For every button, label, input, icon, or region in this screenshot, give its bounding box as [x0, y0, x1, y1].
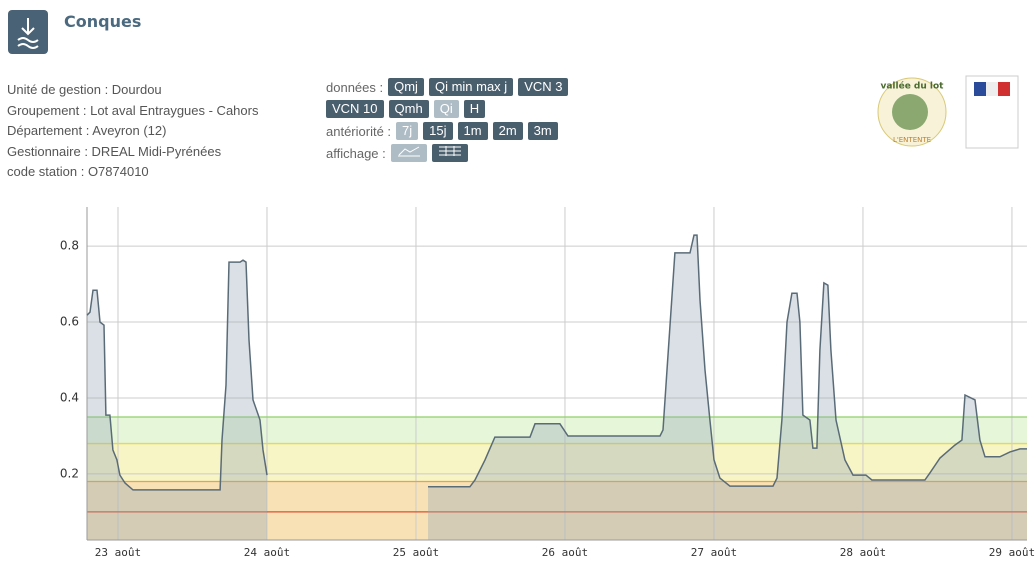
info-line: Groupement : Lot aval Entraygues - Cahor… [7, 102, 259, 118]
info-line: Gestionnaire : DREAL Midi-Pyrénées [7, 143, 222, 159]
control-button[interactable]: VCN 10 [326, 100, 384, 118]
y-tick-label: 0.6 [60, 315, 79, 329]
logo-flag [986, 82, 998, 96]
control-label: antériorité : [326, 123, 392, 139]
control-button[interactable]: 15j [423, 122, 453, 140]
y-tick-label: 0.4 [60, 390, 79, 404]
x-tick-label: 28 août [840, 546, 886, 559]
info-line: code station : O7874010 [7, 164, 149, 179]
logo-flag [998, 82, 1010, 96]
logo-flag [974, 82, 986, 96]
threshold-band [87, 416, 1027, 444]
x-tick-label: 26 août [542, 546, 588, 559]
control-button[interactable]: H [463, 100, 486, 118]
logo-text: vallée du lot [880, 81, 944, 92]
icon-glyph [397, 146, 420, 157]
controls: données : Qmj Qi min max j VCN 3 VCN 10 Qmh Qi… [326, 78, 626, 166]
x-tick-label: 25 août [393, 546, 439, 559]
control-row: antériorité :7j 15j 1m 2m 3m [326, 122, 626, 140]
x-tick-label: 24 août [244, 546, 290, 559]
control-button[interactable] [390, 144, 427, 162]
flow-area [87, 235, 1027, 540]
control-button[interactable]: Qmh [388, 100, 429, 118]
line-icon [397, 146, 420, 157]
y-tick-label: 0.8 [60, 239, 79, 253]
threshold-band [87, 443, 1027, 482]
x-tick-label: 27 août [691, 546, 737, 559]
flow-line [86, 234, 1027, 491]
info-line: Département : Aveyron (12) [7, 123, 167, 138]
station-info: Unité de gestion : Dourdou Groupement : L… [7, 80, 258, 183]
control-button[interactable]: Qi min max j [428, 78, 514, 96]
station-icon-glyph [17, 18, 39, 49]
control-button[interactable]: Qmj [388, 78, 424, 96]
table-icon [438, 146, 461, 156]
control-button[interactable]: 3m [527, 122, 558, 140]
control-label: affichage : [326, 145, 386, 161]
x-tick-label: 29 août [989, 546, 1035, 559]
control-button[interactable]: 1m [457, 122, 488, 140]
control-row: affichage : [326, 144, 626, 162]
x-tick-label: 23 août [95, 546, 141, 559]
icon-glyph [438, 146, 461, 156]
y-tick-label: 0.2 [60, 466, 79, 480]
logo-lot-mark [892, 94, 928, 130]
control-row: données : Qmj Qi min max j VCN 3 VCN 10 Qmh Qi… [326, 78, 626, 118]
control-button[interactable]: 2m [492, 122, 523, 140]
info-line: Unité de gestion : Dourdou [7, 82, 162, 97]
station-title: Conques [64, 12, 142, 31]
control-button[interactable]: 7j [396, 122, 419, 140]
control-button[interactable] [431, 144, 468, 162]
logo-text: L'ENTENTE [893, 136, 931, 144]
control-button[interactable]: Qi [433, 100, 459, 118]
threshold-band [87, 481, 1027, 540]
control-label: données : [326, 79, 384, 95]
control-button[interactable]: VCN 3 [518, 78, 569, 96]
